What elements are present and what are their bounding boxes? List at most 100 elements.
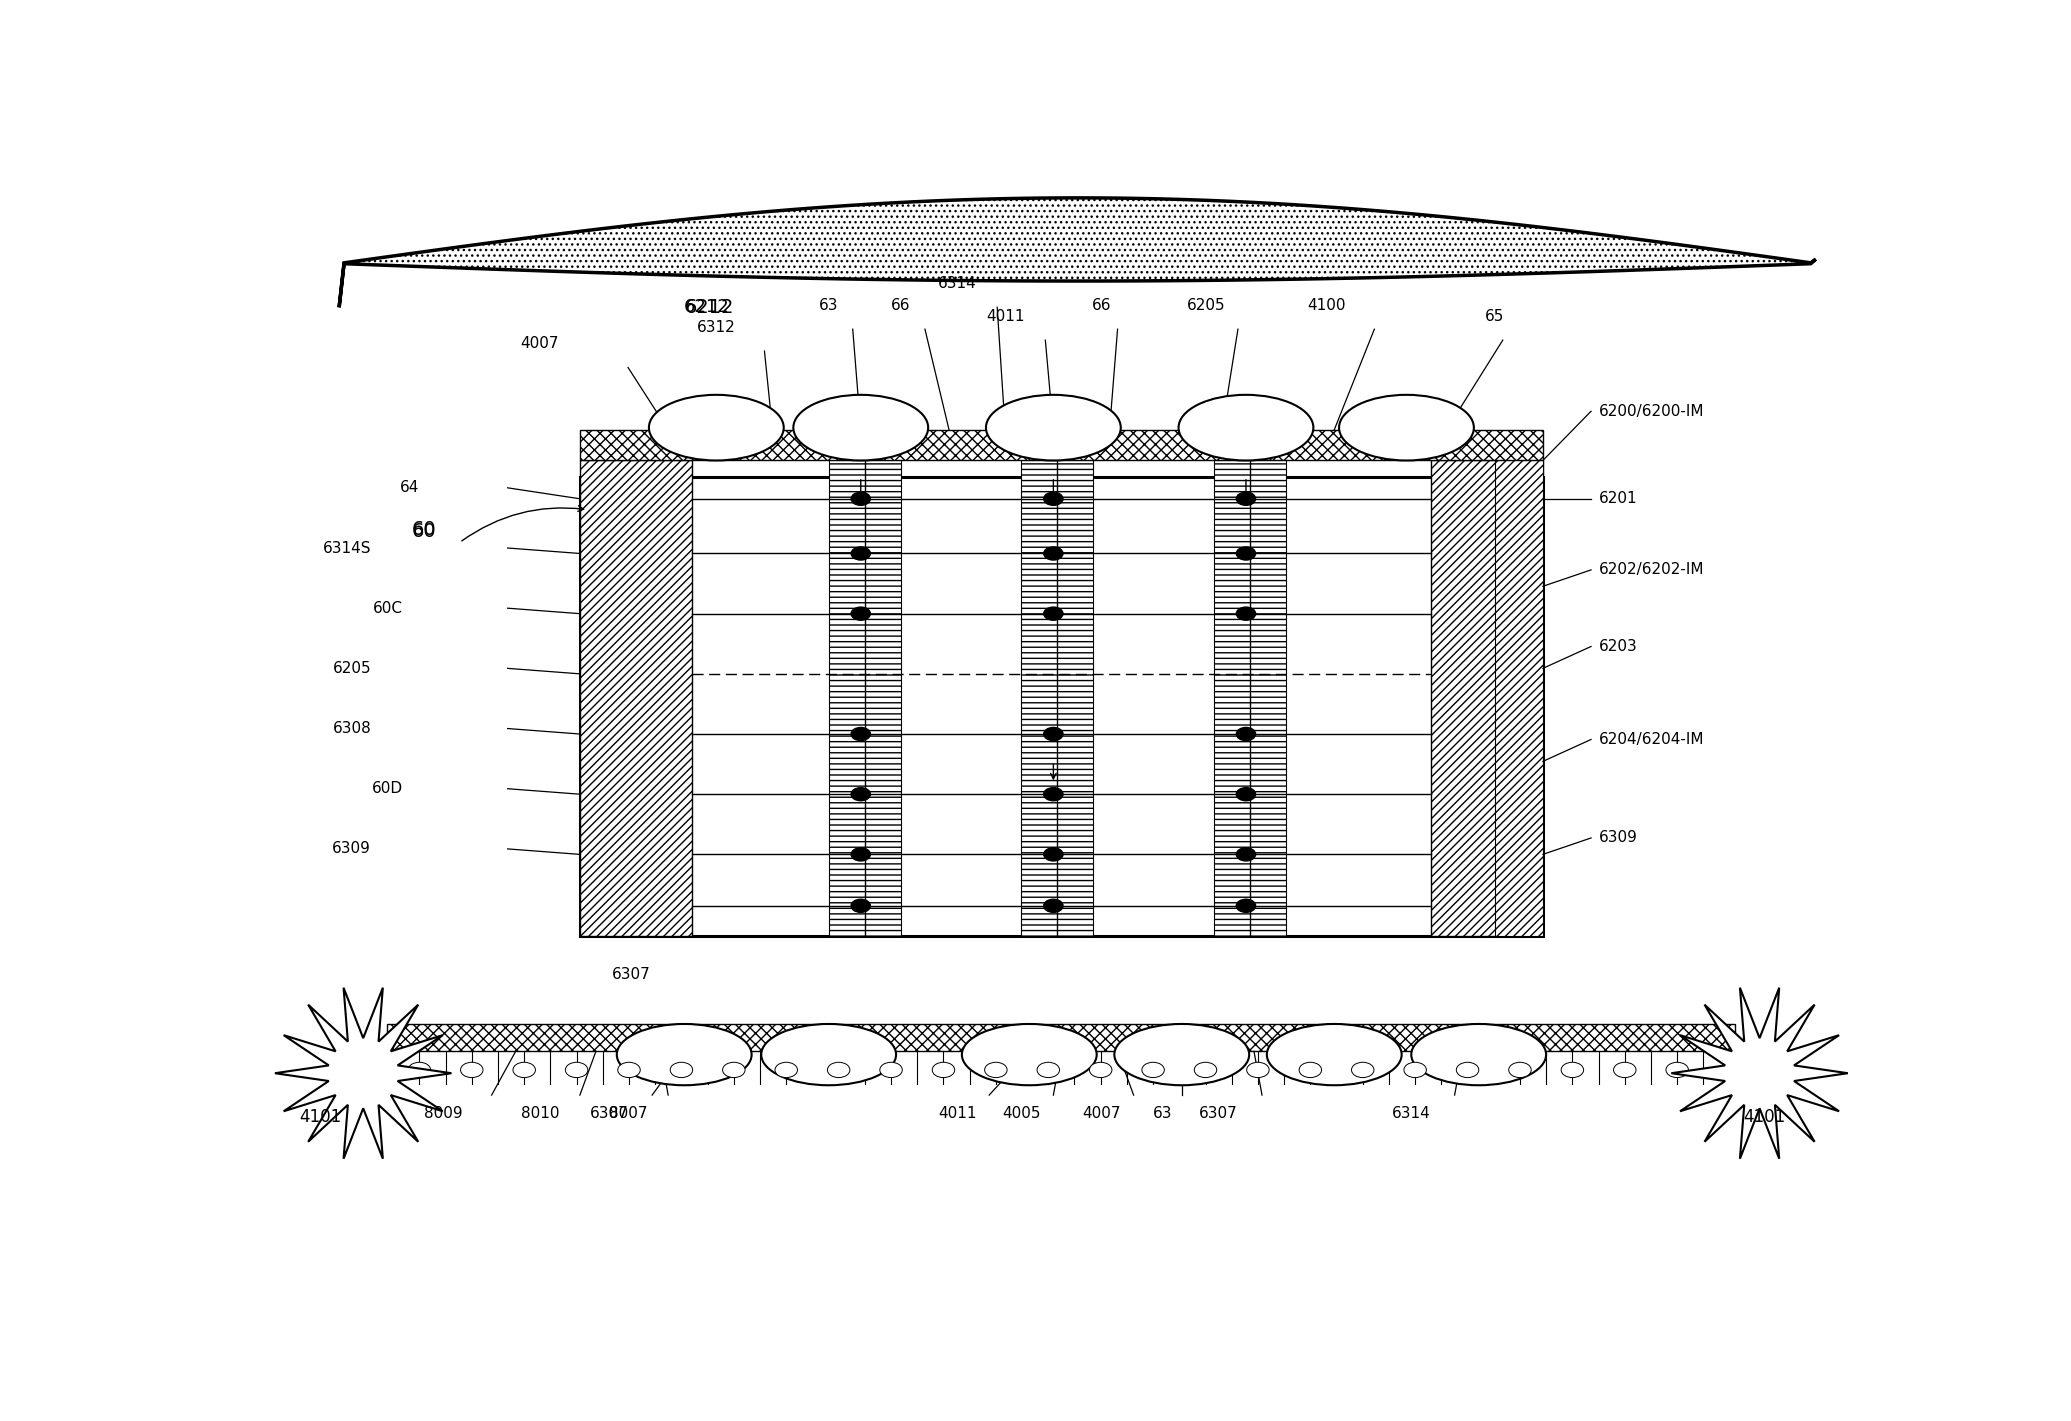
Text: 6205: 6205 bbox=[1187, 298, 1226, 313]
Circle shape bbox=[1247, 1063, 1270, 1077]
Circle shape bbox=[1352, 1063, 1373, 1077]
Text: 6307: 6307 bbox=[1199, 1106, 1238, 1121]
Text: 60D: 60D bbox=[373, 782, 404, 796]
Circle shape bbox=[851, 728, 870, 740]
Text: 6309: 6309 bbox=[331, 841, 371, 857]
Circle shape bbox=[723, 1063, 746, 1077]
Circle shape bbox=[1299, 1063, 1321, 1077]
Ellipse shape bbox=[617, 1025, 752, 1086]
Text: 4101: 4101 bbox=[298, 1108, 342, 1125]
Ellipse shape bbox=[986, 395, 1120, 460]
Circle shape bbox=[1236, 547, 1255, 560]
Text: 66: 66 bbox=[1091, 298, 1112, 313]
Text: 66: 66 bbox=[891, 298, 911, 313]
Text: 60: 60 bbox=[412, 522, 437, 541]
Circle shape bbox=[1236, 787, 1255, 801]
Circle shape bbox=[1044, 492, 1062, 506]
Circle shape bbox=[1089, 1063, 1112, 1077]
Circle shape bbox=[775, 1063, 797, 1077]
Bar bbox=[828, 460, 901, 936]
Circle shape bbox=[1510, 1063, 1530, 1077]
Circle shape bbox=[1044, 787, 1062, 801]
Circle shape bbox=[1456, 1063, 1479, 1077]
Circle shape bbox=[851, 492, 870, 506]
Circle shape bbox=[851, 787, 870, 801]
Text: 6309: 6309 bbox=[1599, 830, 1638, 845]
Text: 6201: 6201 bbox=[1599, 492, 1638, 506]
Ellipse shape bbox=[1178, 395, 1313, 460]
Bar bbox=[1495, 460, 1543, 936]
Circle shape bbox=[1236, 607, 1255, 620]
Circle shape bbox=[671, 1063, 692, 1077]
Text: 63: 63 bbox=[818, 298, 839, 313]
Text: 6308: 6308 bbox=[333, 720, 371, 736]
Ellipse shape bbox=[1340, 395, 1475, 460]
Bar bbox=[1021, 460, 1093, 936]
Circle shape bbox=[880, 1063, 903, 1077]
Circle shape bbox=[1044, 899, 1062, 912]
Text: 4007: 4007 bbox=[1083, 1106, 1120, 1121]
Circle shape bbox=[851, 607, 870, 620]
Circle shape bbox=[1141, 1063, 1164, 1077]
Bar bbox=[580, 429, 1543, 460]
Text: 65: 65 bbox=[1485, 308, 1504, 324]
Circle shape bbox=[1236, 899, 1255, 912]
Text: 8009: 8009 bbox=[425, 1106, 462, 1121]
Text: 6204/6204-IM: 6204/6204-IM bbox=[1599, 732, 1704, 747]
Circle shape bbox=[1044, 848, 1062, 861]
Text: 6307: 6307 bbox=[590, 1106, 628, 1121]
Bar bbox=[1431, 460, 1543, 936]
Text: 60: 60 bbox=[412, 520, 437, 539]
Circle shape bbox=[1236, 728, 1255, 740]
Text: 8010: 8010 bbox=[520, 1106, 559, 1121]
Ellipse shape bbox=[1410, 1025, 1547, 1086]
Bar bbox=[580, 477, 1543, 936]
Text: 4005: 4005 bbox=[1002, 1106, 1040, 1121]
Bar bbox=[387, 1025, 1735, 1052]
Circle shape bbox=[617, 1063, 640, 1077]
Circle shape bbox=[851, 848, 870, 861]
Ellipse shape bbox=[793, 395, 928, 460]
Polygon shape bbox=[1671, 988, 1847, 1158]
Circle shape bbox=[1038, 1063, 1060, 1077]
Ellipse shape bbox=[762, 1025, 897, 1086]
Circle shape bbox=[932, 1063, 955, 1077]
Text: 63: 63 bbox=[1154, 1106, 1172, 1121]
Text: 6205: 6205 bbox=[333, 661, 371, 676]
Circle shape bbox=[851, 899, 870, 912]
Ellipse shape bbox=[1267, 1025, 1402, 1086]
Text: 8007: 8007 bbox=[609, 1106, 648, 1121]
Text: 6314: 6314 bbox=[938, 276, 975, 291]
Text: 6314: 6314 bbox=[1392, 1106, 1431, 1121]
Text: 4011: 4011 bbox=[986, 308, 1025, 324]
Ellipse shape bbox=[1114, 1025, 1249, 1086]
Text: 6307: 6307 bbox=[613, 968, 650, 982]
Ellipse shape bbox=[648, 395, 783, 460]
Text: 64: 64 bbox=[400, 480, 418, 496]
Circle shape bbox=[1236, 492, 1255, 506]
Text: 4011: 4011 bbox=[938, 1106, 975, 1121]
Circle shape bbox=[1613, 1063, 1636, 1077]
Circle shape bbox=[460, 1063, 483, 1077]
Circle shape bbox=[1562, 1063, 1584, 1077]
Polygon shape bbox=[340, 198, 1816, 307]
Text: 6314S: 6314S bbox=[323, 540, 371, 556]
Text: 6203: 6203 bbox=[1599, 639, 1638, 654]
Circle shape bbox=[984, 1063, 1007, 1077]
Polygon shape bbox=[275, 988, 451, 1158]
Text: 6312: 6312 bbox=[698, 320, 735, 334]
Circle shape bbox=[408, 1063, 431, 1077]
Text: 4100: 4100 bbox=[1307, 298, 1346, 313]
Text: 60C: 60C bbox=[373, 601, 404, 615]
Circle shape bbox=[1044, 547, 1062, 560]
Text: 6202/6202-IM: 6202/6202-IM bbox=[1599, 563, 1704, 577]
Circle shape bbox=[1195, 1063, 1218, 1077]
Bar bbox=[1214, 460, 1286, 936]
Text: 6212: 6212 bbox=[683, 298, 733, 317]
Text: 4101: 4101 bbox=[1744, 1108, 1785, 1125]
Text: 4007: 4007 bbox=[520, 335, 559, 351]
Circle shape bbox=[828, 1063, 849, 1077]
Circle shape bbox=[1665, 1063, 1688, 1077]
Circle shape bbox=[514, 1063, 536, 1077]
Bar bbox=[580, 460, 692, 936]
